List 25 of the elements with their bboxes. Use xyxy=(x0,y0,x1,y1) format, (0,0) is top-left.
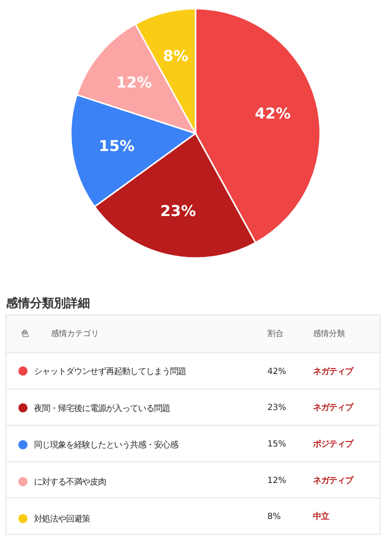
text: ポジティブ xyxy=(312,438,354,449)
data-label: 8% xyxy=(162,47,188,66)
data-label: 42% xyxy=(254,104,291,122)
text: 割合 xyxy=(267,328,284,338)
text: 中立 xyxy=(313,511,330,522)
text: 感情カテゴリ xyxy=(50,328,99,338)
legend-label: 夜間・帰宅後に電源が入っている問題 xyxy=(34,402,170,413)
text: ネガティブ xyxy=(313,366,354,376)
text: 色 xyxy=(20,328,29,338)
legend-label: 対処法や回避策 xyxy=(34,514,90,524)
text: 12% xyxy=(267,474,286,485)
text: ネガティブ xyxy=(313,474,354,485)
text: 8% xyxy=(267,511,281,522)
text: 15% xyxy=(267,438,286,449)
text: 42% xyxy=(267,366,286,376)
legend-label: シャットダウンせず再起動してしまう問題 xyxy=(34,366,186,376)
text: ネガティブ xyxy=(313,402,354,412)
legend-label: 同じ現象を経験したという共感・安心感 xyxy=(34,440,178,450)
text: 感情分類 xyxy=(313,328,346,338)
text: 感情分類別詳細 xyxy=(4,296,90,310)
data-label: 12% xyxy=(116,73,152,92)
data-label: 15% xyxy=(98,136,135,155)
data-label: 23% xyxy=(160,202,196,220)
text: 23% xyxy=(267,402,286,412)
legend-label: に対する不満や皮肉 xyxy=(34,476,106,487)
